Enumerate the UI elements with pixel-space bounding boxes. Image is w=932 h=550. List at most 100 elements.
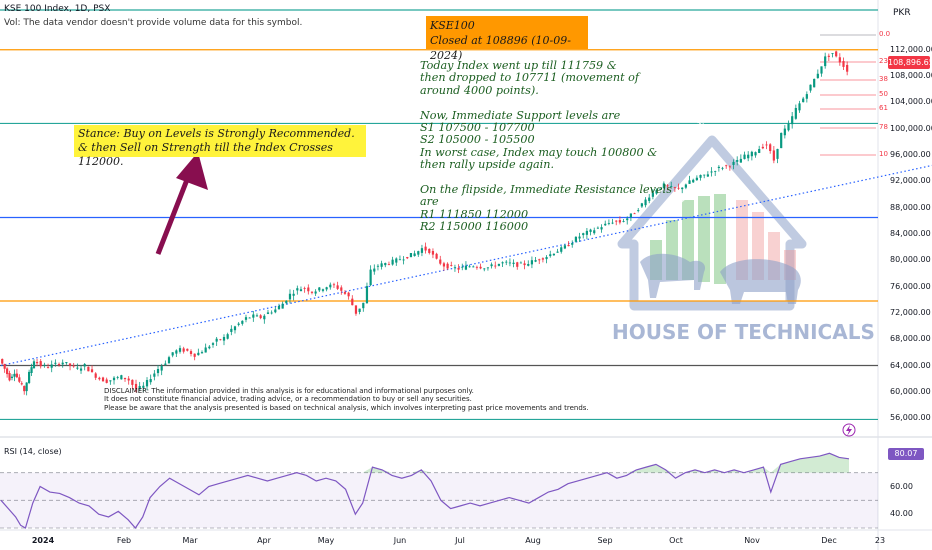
candle-body <box>263 315 266 320</box>
price-tick-label: 88,000.00 <box>890 202 931 212</box>
candle-body <box>805 94 808 99</box>
candle-body <box>435 253 438 259</box>
candle-body <box>563 245 567 249</box>
candle-body <box>43 364 46 366</box>
candle-body <box>296 288 299 291</box>
candle-body <box>237 323 240 325</box>
candle-body <box>820 66 823 74</box>
candle-body <box>109 380 112 382</box>
candle-body <box>684 184 687 188</box>
candle-body <box>197 352 200 356</box>
candle-body <box>439 259 442 264</box>
time-tick-label: Aug <box>525 536 541 545</box>
candle-body <box>175 350 178 354</box>
watermark-bull <box>640 253 706 298</box>
candle-body <box>831 53 834 54</box>
candle-body <box>343 292 347 294</box>
candle-body <box>20 383 23 385</box>
candle-body <box>666 185 669 187</box>
candle-body <box>288 293 292 300</box>
candle-body <box>769 144 772 152</box>
candle-body <box>728 166 731 168</box>
candle-body <box>145 380 149 387</box>
candle-body <box>622 221 625 222</box>
candle-body <box>94 373 97 378</box>
candle-body <box>123 377 127 380</box>
candle-body <box>706 174 709 177</box>
candle-body <box>545 257 548 260</box>
price-tick-label: 84,000.00 <box>890 228 931 238</box>
price-tick-label: 112,000.00 <box>890 44 932 54</box>
candle-body <box>600 227 603 230</box>
stance-box: Stance: Buy on Levels is Strongly Recomm… <box>74 125 366 168</box>
candle-body <box>54 362 57 364</box>
candle-body <box>365 286 369 304</box>
candle-body <box>670 185 673 187</box>
candle-body <box>252 314 255 318</box>
candle-body <box>233 326 237 331</box>
candle-body <box>516 262 519 267</box>
candle-body <box>208 346 211 349</box>
disclaimer-text: DISCLAIMER: The information provided in … <box>104 387 589 412</box>
candle-body <box>692 179 695 183</box>
candle-body <box>25 382 28 392</box>
candle-body <box>215 338 218 342</box>
candle-body <box>68 363 72 366</box>
candle-body <box>640 203 643 207</box>
price-tick-label: 92,000.00 <box>890 176 931 186</box>
candle-body <box>134 383 138 390</box>
candle-body <box>479 266 482 269</box>
candle-body <box>644 199 647 206</box>
time-tick-label: Jun <box>393 536 407 545</box>
analysis-text: Today Index went up till 111759 & then d… <box>420 59 680 234</box>
candle-body <box>226 334 229 339</box>
analysis-line: Now, Immediate Support levels are <box>420 108 621 122</box>
candle-body <box>703 174 706 176</box>
analysis-line: R1 111850 112000 <box>420 207 529 221</box>
fib-label: 50 <box>879 90 888 98</box>
candle-body <box>413 253 416 257</box>
candle-body <box>739 158 742 163</box>
candle-body <box>65 362 68 364</box>
candle-body <box>714 171 717 172</box>
analysis-line: then rally upside again. <box>420 158 554 172</box>
candle-body <box>593 230 596 234</box>
candle-body <box>494 265 497 267</box>
candle-body <box>373 268 376 272</box>
candle-body <box>303 288 306 289</box>
candle-body <box>193 353 196 357</box>
candle-body <box>527 264 530 266</box>
candle-body <box>585 230 589 235</box>
info-box-title: KSE100 <box>430 19 475 32</box>
candle-body <box>523 263 526 266</box>
candle-body <box>802 98 805 103</box>
price-tick-label: 76,000.00 <box>890 281 931 291</box>
candle-body <box>10 376 14 378</box>
candle-body <box>842 61 845 67</box>
candle-body <box>1 358 4 364</box>
time-tick-label: 2024 <box>31 536 55 545</box>
candle-body <box>83 364 86 367</box>
candle-body <box>457 267 460 270</box>
candle-body <box>314 291 317 294</box>
candle-body <box>497 263 501 266</box>
candle-body <box>164 363 167 365</box>
candle-body <box>28 371 31 383</box>
candle-body <box>35 362 39 364</box>
time-tick-label: Apr <box>257 536 271 545</box>
candle-body <box>30 367 33 373</box>
candle-body <box>387 264 391 265</box>
rsi-tick-label: 60.00 <box>890 481 913 491</box>
candle-body <box>101 377 105 382</box>
trendline <box>0 164 932 367</box>
rsi-band <box>0 472 878 528</box>
candle-body <box>607 223 610 224</box>
time-tick-label: Jul <box>455 536 465 545</box>
candle-body <box>57 363 61 366</box>
candle-body <box>138 386 141 390</box>
candle-body <box>160 366 163 371</box>
time-tick-label: Feb <box>116 536 132 545</box>
fib-label: 78 <box>879 123 888 131</box>
